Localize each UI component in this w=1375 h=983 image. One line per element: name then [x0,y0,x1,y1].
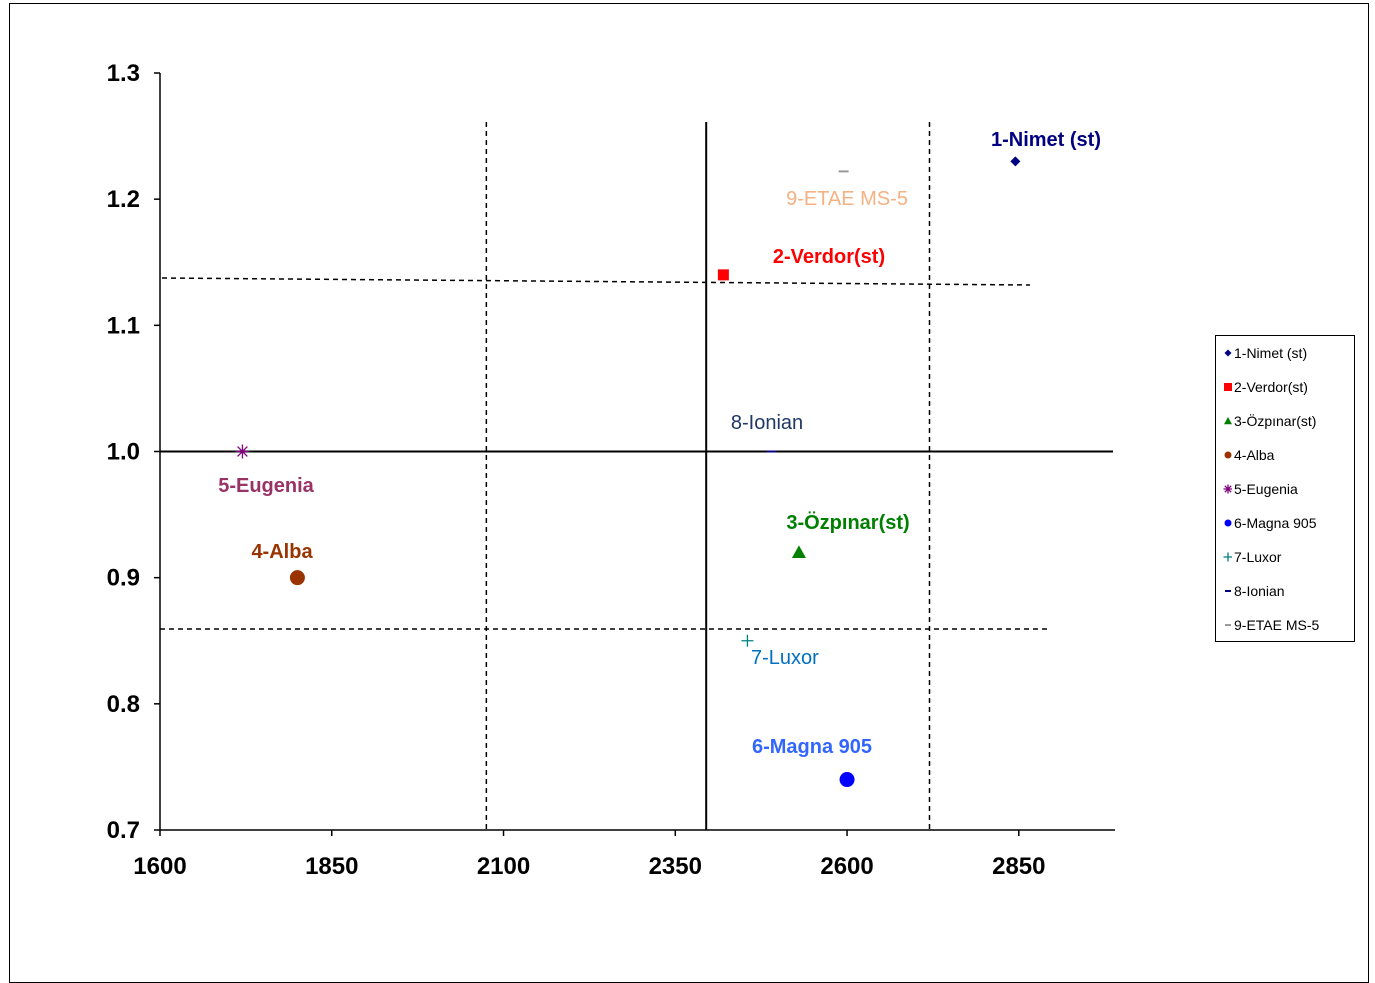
legend-marker [1224,417,1232,425]
y-tick-label: 0.9 [107,565,140,592]
legend-label: 3-Özpınar(st) [1234,413,1317,429]
legend-label: 4-Alba [1234,447,1275,463]
point-label-5: 5-Eugenia [218,475,314,497]
data-points [235,156,1021,788]
point-label-3: 3-Özpınar(st) [786,511,909,534]
legend-label: 2-Verdor(st) [1234,379,1308,395]
x-tick-label: 2100 [477,853,530,880]
point-label-4: 4-Alba [251,541,313,563]
horizontal-dashed-line-upper [161,277,1031,286]
axes: 0.7 0.8 0.9 1.0 1.1 1.2 1.3 1600 1850 2100 2350 260… [107,60,1115,880]
legend-item: 9-ETAE MS-5 [1222,615,1319,635]
y-tick-label: 1.1 [107,312,140,339]
legend-label: 5-Eugenia [1234,481,1298,497]
legend-marker-shape [1223,552,1232,562]
legend-marker [1225,590,1231,592]
point-labels: 1-Nimet (st) 2-Verdor(st) 3-Özpınar(st) 4-A… [218,129,1101,758]
y-tick-label: 1.0 [107,439,140,466]
legend-marker [1223,552,1232,562]
y-tick-label: 0.8 [107,691,140,718]
legend-marker-shape [1224,383,1232,391]
point-5 [235,444,250,459]
legend-marker-shape [1223,484,1232,494]
legend-marker-shape [1224,519,1232,527]
point-3 [791,545,806,559]
point-1 [1010,156,1021,167]
legend-marker-shape [1224,417,1232,425]
point-label-6: 6-Magna 905 [752,736,872,758]
point-4 [289,570,305,586]
legend-label: 9-ETAE MS-5 [1234,617,1320,633]
point-label-8: 8-Ionian [731,412,803,434]
legend-label: 1-Nimet (st) [1234,345,1308,361]
legend-item: 8-Ionian [1222,581,1285,601]
legend-item: 2-Verdor(st) [1222,377,1308,397]
legend-label: 8-Ionian [1234,583,1285,599]
legend-item: 3-Özpınar(st) [1222,411,1316,431]
y-tick-label: 1.3 [107,60,140,87]
legend-marker [1224,349,1232,357]
legend-label: 7-Luxor [1234,549,1282,565]
reference-lines [160,122,1113,830]
point-label-2: 2-Verdor(st) [773,246,885,268]
legend-marker [1224,519,1232,527]
legend-item: 6-Magna 905 [1222,513,1317,533]
legend-marker-shape [1224,451,1232,459]
point-label-7: 7-Luxor [751,647,819,669]
legend-item: 1-Nimet (st) [1222,343,1307,363]
point-6 [839,772,855,788]
point-label-9: 9-ETAE MS-5 [786,188,908,210]
y-tick-label: 1.2 [107,186,140,213]
legend-label: 6-Magna 905 [1234,515,1317,531]
x-tick-label: 2850 [992,853,1045,880]
legend-item: 4-Alba [1222,445,1274,465]
point-2 [717,269,729,281]
x-tick-label: 2600 [820,853,873,880]
x-tick-label: 2350 [649,853,702,880]
legend-item: 7-Luxor [1222,547,1281,567]
legend-item: 5-Eugenia [1222,479,1298,499]
point-label-1: 1-Nimet (st) [991,129,1101,151]
legend-marker [1225,624,1231,626]
x-tick-label: 1600 [133,853,186,880]
legend-marker-shape [1224,349,1232,357]
point-7 [741,634,754,647]
legend-marker [1224,383,1232,391]
legend-marker [1224,451,1232,459]
legend: 1-Nimet (st) 2-Verdor(st) 3-Özpınar(st) 4-A… [1215,335,1355,642]
y-tick-label: 0.7 [107,817,140,844]
legend-marker [1223,484,1232,494]
x-tick-label: 1850 [305,853,358,880]
